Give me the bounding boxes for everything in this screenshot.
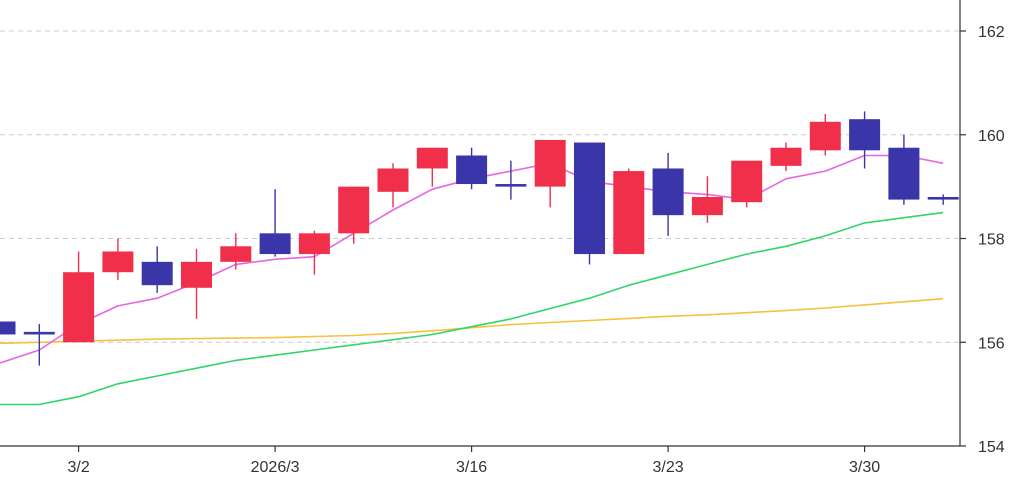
moving-average-lines <box>0 154 944 406</box>
candle-body <box>495 184 527 187</box>
candle-body <box>0 321 16 335</box>
candle <box>456 147 488 190</box>
candle-body <box>770 147 802 166</box>
candle <box>731 160 763 208</box>
candle <box>691 176 723 223</box>
candle-body <box>574 142 605 255</box>
y-tick-label: 156 <box>978 335 1005 352</box>
x-tick-label: 3/16 <box>456 459 487 476</box>
candle <box>809 114 841 156</box>
candle-body <box>141 261 173 286</box>
gridlines <box>0 30 960 343</box>
candle <box>298 230 330 275</box>
candle-body <box>613 171 645 255</box>
candle-body <box>23 331 55 335</box>
candle-body <box>809 121 841 151</box>
candle <box>416 147 448 187</box>
candle <box>534 139 566 208</box>
candle-body <box>927 197 959 200</box>
candle-body <box>220 246 252 262</box>
candle-body <box>102 251 134 273</box>
x-tick-label: 2026/3 <box>251 459 300 476</box>
candle-body <box>731 160 763 203</box>
candle <box>0 321 16 335</box>
candle-body <box>416 147 448 169</box>
candle-body <box>259 233 291 255</box>
candle <box>927 194 959 205</box>
candles <box>0 111 959 366</box>
candle <box>770 142 802 172</box>
candle-body <box>181 261 212 288</box>
axes <box>0 0 961 447</box>
candle <box>102 238 134 280</box>
candle-body <box>888 147 920 200</box>
candle <box>181 248 212 319</box>
candle <box>888 134 920 205</box>
candle <box>652 152 684 236</box>
candle <box>377 163 409 208</box>
candle-body <box>63 272 95 343</box>
candle <box>495 160 527 200</box>
x-tick-label: 3/23 <box>653 459 684 476</box>
candle-body <box>338 186 370 234</box>
candle <box>63 251 95 343</box>
candle <box>338 186 370 244</box>
candle-body <box>534 139 566 187</box>
x-tick-label: 3/30 <box>849 459 880 476</box>
y-axis-ticks: 162 160 158 156 154 <box>960 24 1005 456</box>
candle <box>220 233 252 270</box>
candle <box>613 168 645 255</box>
candle <box>23 324 55 366</box>
ma-long-line <box>0 297 944 345</box>
candle <box>259 189 291 257</box>
candle <box>574 142 605 265</box>
y-tick-label: 160 <box>978 128 1005 145</box>
candle-body <box>456 155 488 185</box>
candle <box>141 246 173 293</box>
candle-body <box>849 119 881 151</box>
candle <box>849 111 881 169</box>
x-axis-ticks: 3/2 2026/3 3/16 3/23 3/30 <box>67 446 880 476</box>
candle-body <box>377 168 409 192</box>
x-tick-label: 3/2 <box>67 459 89 476</box>
y-tick-label: 162 <box>978 24 1005 41</box>
y-tick-label: 158 <box>978 232 1005 249</box>
ma-mid-line <box>0 211 944 406</box>
y-tick-label: 154 <box>978 439 1005 456</box>
candle-body <box>298 233 330 255</box>
candle-body <box>652 168 684 216</box>
candle-body <box>691 197 723 216</box>
